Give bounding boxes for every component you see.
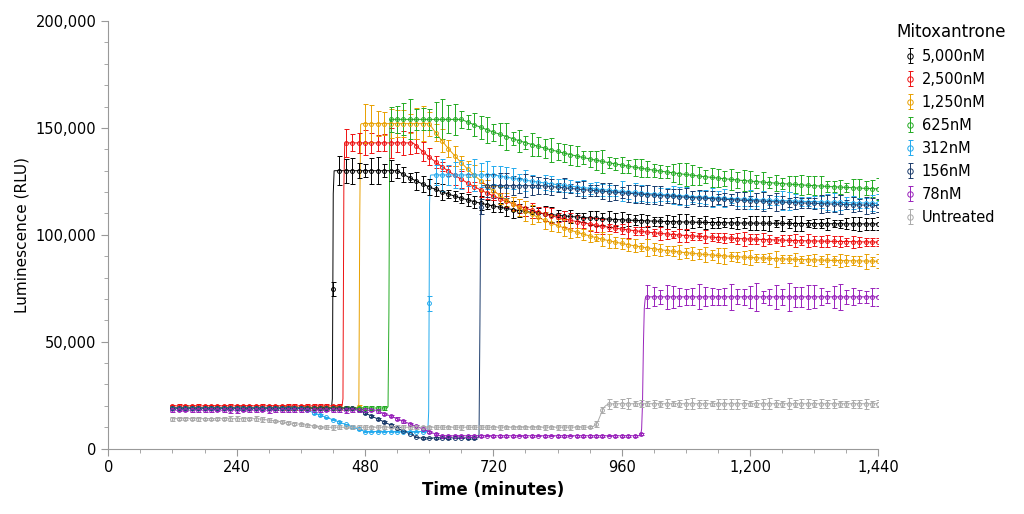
X-axis label: Time (minutes): Time (minutes) (422, 481, 564, 499)
Y-axis label: Luminescence (RLU): Luminescence (RLU) (15, 157, 30, 313)
Legend: 5,000nM, 2,500nM, 1,250nM, 625nM, 312nM, 156nM, 78nM, Untreated: 5,000nM, 2,500nM, 1,250nM, 625nM, 312nM,… (893, 20, 1009, 228)
